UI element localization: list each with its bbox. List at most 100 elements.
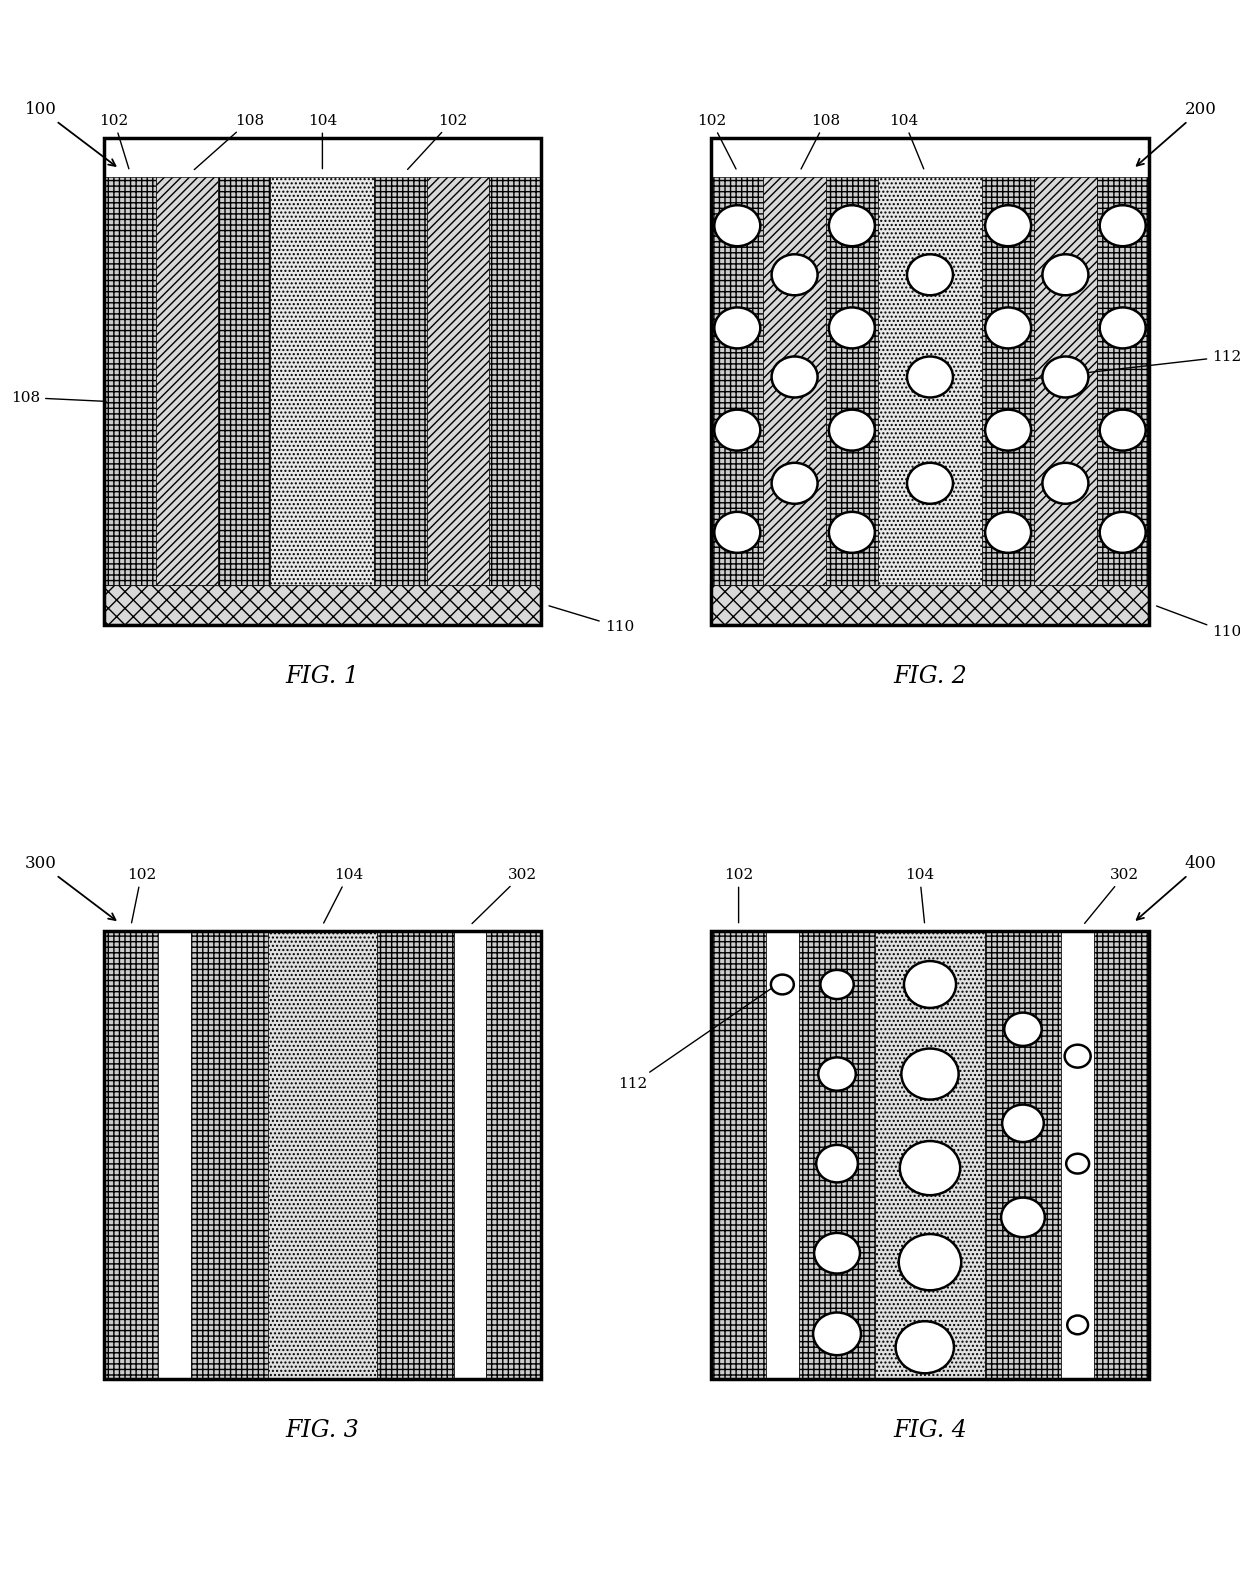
Bar <box>486 930 541 1379</box>
Bar <box>712 930 1148 1379</box>
Text: 110: 110 <box>1157 606 1240 639</box>
Ellipse shape <box>714 410 760 451</box>
Bar <box>712 176 764 586</box>
Text: 102: 102 <box>126 867 156 922</box>
Text: 102: 102 <box>697 113 737 170</box>
Text: 102: 102 <box>724 867 753 922</box>
Ellipse shape <box>714 512 760 553</box>
Text: 108: 108 <box>195 113 264 170</box>
Ellipse shape <box>813 1312 861 1356</box>
Bar <box>712 930 766 1379</box>
Ellipse shape <box>771 974 794 994</box>
Ellipse shape <box>1043 463 1089 504</box>
Ellipse shape <box>1001 1197 1045 1238</box>
Text: 108: 108 <box>11 391 107 404</box>
Ellipse shape <box>985 512 1032 553</box>
Ellipse shape <box>1043 255 1089 295</box>
Ellipse shape <box>828 206 875 247</box>
Text: 110: 110 <box>549 606 634 635</box>
Ellipse shape <box>714 308 760 349</box>
Ellipse shape <box>828 308 875 349</box>
Ellipse shape <box>828 410 875 451</box>
Ellipse shape <box>985 206 1032 247</box>
Text: 100: 100 <box>25 101 115 167</box>
Bar <box>104 930 541 1379</box>
Ellipse shape <box>906 255 954 295</box>
Bar <box>377 930 454 1379</box>
Bar <box>1096 176 1148 586</box>
Ellipse shape <box>1066 1153 1089 1174</box>
Ellipse shape <box>771 463 817 504</box>
Ellipse shape <box>985 410 1032 451</box>
Text: 108: 108 <box>801 113 841 170</box>
Ellipse shape <box>1100 206 1146 247</box>
Text: FIG. 3: FIG. 3 <box>285 1419 360 1442</box>
Text: 104: 104 <box>905 867 934 922</box>
Bar <box>268 930 377 1379</box>
Bar <box>270 176 374 586</box>
Bar <box>766 930 799 1379</box>
Ellipse shape <box>1100 308 1146 349</box>
Bar <box>104 176 156 586</box>
Bar <box>875 930 985 1379</box>
Ellipse shape <box>828 512 875 553</box>
Bar <box>104 138 541 625</box>
Ellipse shape <box>1065 1045 1091 1068</box>
Text: 104: 104 <box>324 867 363 924</box>
Text: FIG. 1: FIG. 1 <box>285 665 360 688</box>
Ellipse shape <box>815 1233 861 1274</box>
Bar <box>489 176 541 586</box>
Text: 302: 302 <box>472 867 537 924</box>
Text: 104: 104 <box>889 113 924 170</box>
Text: 302: 302 <box>1085 867 1140 924</box>
Text: 300: 300 <box>25 855 115 921</box>
Ellipse shape <box>900 1141 960 1196</box>
Ellipse shape <box>1004 1013 1042 1046</box>
Bar <box>985 930 1061 1379</box>
Bar <box>156 176 218 586</box>
Text: 200: 200 <box>1137 101 1216 165</box>
Bar <box>374 176 427 586</box>
Bar <box>799 930 875 1379</box>
Text: 102: 102 <box>99 113 129 168</box>
Bar <box>712 138 1148 625</box>
Ellipse shape <box>899 1235 961 1290</box>
Bar <box>104 930 159 1379</box>
Bar <box>427 176 489 586</box>
Ellipse shape <box>821 969 853 999</box>
Bar <box>1061 930 1094 1379</box>
Bar <box>454 930 486 1379</box>
Bar <box>982 176 1034 586</box>
Bar <box>764 176 826 586</box>
Bar <box>712 586 1148 625</box>
Text: FIG. 4: FIG. 4 <box>893 1419 967 1442</box>
Text: 112: 112 <box>619 987 775 1090</box>
Text: 102: 102 <box>408 113 467 170</box>
Ellipse shape <box>906 463 954 504</box>
Ellipse shape <box>771 357 817 397</box>
Ellipse shape <box>1068 1315 1087 1334</box>
Ellipse shape <box>906 357 954 397</box>
Ellipse shape <box>1002 1104 1044 1142</box>
Text: 104: 104 <box>308 113 337 168</box>
Ellipse shape <box>714 206 760 247</box>
Bar <box>878 176 982 586</box>
Text: FIG. 2: FIG. 2 <box>893 665 967 688</box>
Bar <box>1094 930 1148 1379</box>
Bar <box>218 176 270 586</box>
Ellipse shape <box>1043 357 1089 397</box>
Ellipse shape <box>901 1048 959 1100</box>
Text: 400: 400 <box>1137 855 1216 919</box>
Ellipse shape <box>1100 512 1146 553</box>
Bar <box>159 930 191 1379</box>
Ellipse shape <box>904 961 956 1009</box>
Ellipse shape <box>1100 410 1146 451</box>
Bar <box>191 930 268 1379</box>
Bar <box>104 586 541 625</box>
Text: 112: 112 <box>1016 350 1240 380</box>
Ellipse shape <box>895 1321 954 1373</box>
Ellipse shape <box>818 1057 856 1090</box>
Ellipse shape <box>985 308 1032 349</box>
Bar <box>826 176 878 586</box>
Ellipse shape <box>771 255 817 295</box>
